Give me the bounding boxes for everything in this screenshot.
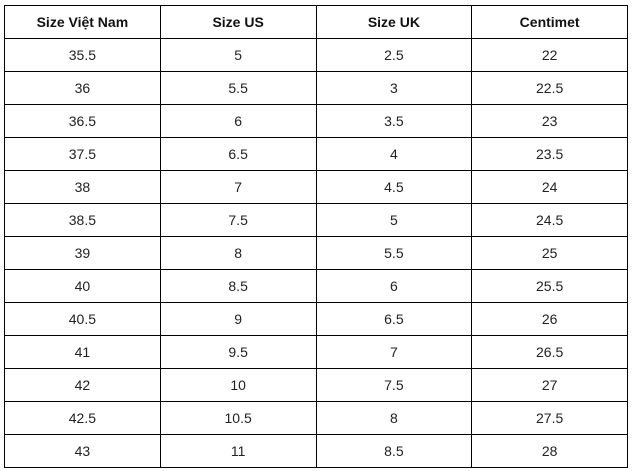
table-cell: 5: [159, 38, 317, 72]
table-cell: 7.5: [315, 368, 473, 402]
table-cell: 26: [471, 302, 628, 336]
table-cell: 27.5: [471, 401, 628, 435]
table-cell: 6: [159, 104, 317, 138]
table-cell: 6.5: [159, 137, 317, 171]
table-cell: 38.5: [4, 203, 161, 237]
table-cell: 5.5: [315, 236, 473, 270]
table-row: 41 9.5 7 26.5: [4, 335, 628, 369]
table-header: Size Việt Nam Size US Size UK Centimet: [4, 5, 628, 39]
table-cell: 22.5: [471, 71, 628, 105]
size-table: Size Việt Nam Size US Size UK Centimet 35.5…: [4, 5, 628, 468]
table-cell: 3.5: [315, 104, 473, 138]
table-cell: 3: [315, 71, 473, 105]
table-cell: 41: [4, 335, 161, 369]
header-cell: Centimet: [471, 5, 628, 39]
table-cell: 40.5: [4, 302, 161, 336]
table-cell: 27: [471, 368, 628, 402]
table-cell: 23.5: [471, 137, 628, 171]
table-cell: 25: [471, 236, 628, 270]
table-cell: 22: [471, 38, 628, 72]
table-cell: 39: [4, 236, 161, 270]
header-cell: Size US: [159, 5, 317, 39]
table-cell: 35.5: [4, 38, 161, 72]
table-cell: 36.5: [4, 104, 161, 138]
table-row: 42 10 7.5 27: [4, 368, 628, 402]
table-row: 38.5 7.5 5 24.5: [4, 203, 628, 237]
table-cell: 11: [159, 434, 317, 468]
table-cell: 24.5: [471, 203, 628, 237]
table-row: 43 11 8.5 28: [4, 434, 628, 468]
table-row: 37.5 6.5 4 23.5: [4, 137, 628, 171]
header-row: Size Việt Nam Size US Size UK Centimet: [4, 5, 628, 39]
table-cell: 28: [471, 434, 628, 468]
table-cell: 9: [159, 302, 317, 336]
table-row: 40.5 9 6.5 26: [4, 302, 628, 336]
table-cell: 40: [4, 269, 161, 303]
table-cell: 42: [4, 368, 161, 402]
table-cell: 7.5: [159, 203, 317, 237]
table-cell: 6: [315, 269, 473, 303]
table-row: 42.5 10.5 8 27.5: [4, 401, 628, 435]
table-cell: 26.5: [471, 335, 628, 369]
table-cell: 25.5: [471, 269, 628, 303]
table-cell: 5: [315, 203, 473, 237]
table-cell: 23: [471, 104, 628, 138]
table-row: 40 8.5 6 25.5: [4, 269, 628, 303]
table-cell: 38: [4, 170, 161, 204]
table-cell: 8: [159, 236, 317, 270]
header-cell: Size UK: [315, 5, 473, 39]
table-row: 35.5 5 2.5 22: [4, 38, 628, 72]
table-cell: 7: [315, 335, 473, 369]
table-cell: 24: [471, 170, 628, 204]
table-row: 36 5.5 3 22.5: [4, 71, 628, 105]
header-cell: Size Việt Nam: [4, 5, 161, 39]
table-cell: 8: [315, 401, 473, 435]
table-cell: 2.5: [315, 38, 473, 72]
table-cell: 6.5: [315, 302, 473, 336]
table-row: 39 8 5.5 25: [4, 236, 628, 270]
table-cell: 37.5: [4, 137, 161, 171]
table-cell: 4.5: [315, 170, 473, 204]
table-cell: 5.5: [159, 71, 317, 105]
table-row: 38 7 4.5 24: [4, 170, 628, 204]
table-cell: 36: [4, 71, 161, 105]
table-cell: 10: [159, 368, 317, 402]
table-cell: 43: [4, 434, 161, 468]
table-cell: 8.5: [159, 269, 317, 303]
table-row: 36.5 6 3.5 23: [4, 104, 628, 138]
table-cell: 7: [159, 170, 317, 204]
table-cell: 4: [315, 137, 473, 171]
table-cell: 10.5: [159, 401, 317, 435]
table-cell: 42.5: [4, 401, 161, 435]
table-cell: 9.5: [159, 335, 317, 369]
table-cell: 8.5: [315, 434, 473, 468]
table-body: 35.5 5 2.5 22 36 5.5 3 22.5 36.5 6 3.5 23 37.5 6.5 4 23…: [4, 38, 628, 468]
